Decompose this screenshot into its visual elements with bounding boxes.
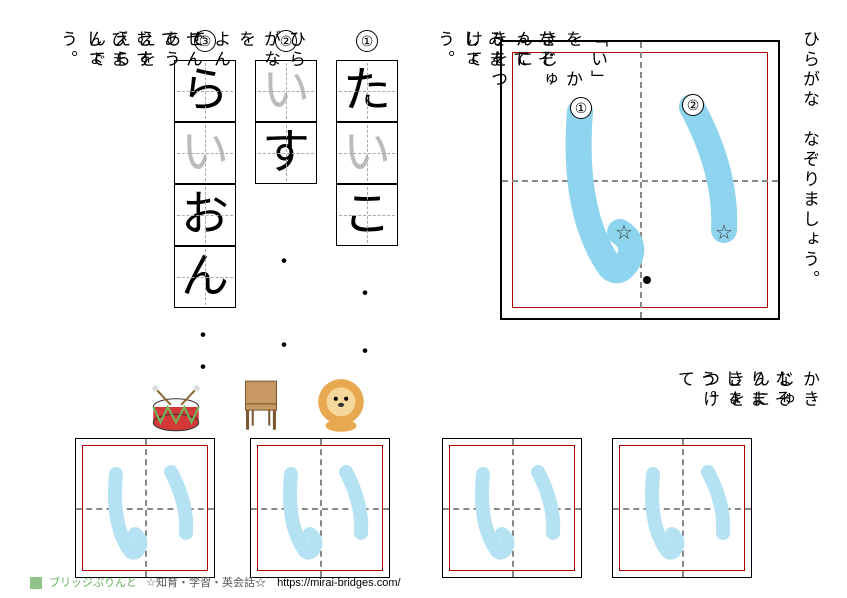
num-circle-1: ① [356,30,378,52]
small-box-3 [250,438,390,578]
footer-link[interactable]: https://mirai-bridges.com/ [277,577,400,589]
trail-dots-1: ・・ [336,276,398,366]
stroke-number-2: ② [682,94,704,116]
stroke-number-1: ① [570,97,592,119]
char-cell: た [336,60,398,122]
char-cell: す [255,122,317,184]
word-column-3: ③ らいおん ・・ [174,30,236,382]
char: い [181,129,229,177]
title: ひらがな なぞりましょう。 [797,30,822,290]
char: た [343,67,391,115]
detail-dot [643,276,651,284]
word-column-2: ② いす ・・ [255,30,317,360]
char-cell: ん [174,246,236,308]
instruction-2b: なぞりましょう。 [694,370,794,410]
char: い [262,67,310,115]
footer-tag: ☆知育・学習・英会話☆ [146,577,266,589]
small-box-2 [442,438,582,578]
char: お [181,191,229,239]
footer: ブリッジぷりんと ☆知育・学習・英会話☆ https://mirai-bridg… [30,574,401,590]
chair-illustration [230,376,292,431]
end-star-1: ☆ [615,220,633,245]
char: ん [181,253,229,301]
char-cell: こ [336,184,398,246]
char-cell: い [336,122,398,184]
instruction-1b: なぞって みましょう。 [432,30,557,70]
instruction-3b: せんで むすびましょう。 [55,30,205,70]
trail-dots-2: ・・ [255,244,317,360]
trail-dots-3: ・・ [174,318,236,382]
char: す [262,129,310,177]
lion-illustration [310,376,372,431]
small-box-4 [75,438,215,578]
end-star-2: ☆ [715,220,733,245]
small-box-1 [612,438,752,578]
footer-brand: ブリッジぷりんと [49,577,137,589]
drum-illustration [145,376,207,431]
char-cell: お [174,184,236,246]
char: ら [181,67,229,115]
char-cell: い [174,122,236,184]
char: こ [343,191,391,239]
char: い [343,129,391,177]
word-column-1: ① たいこ ・・ [336,30,398,366]
